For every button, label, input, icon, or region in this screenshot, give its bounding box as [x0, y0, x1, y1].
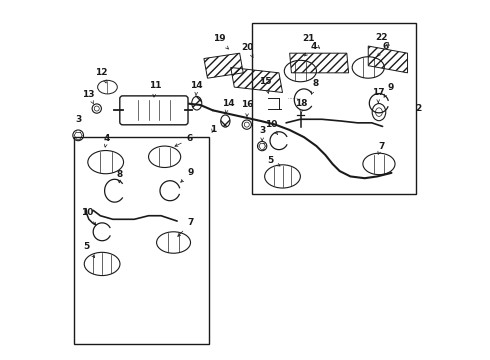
Text: 3: 3	[75, 115, 81, 124]
Text: 6: 6	[175, 134, 193, 146]
Text: 8: 8	[116, 170, 122, 183]
Text: 12: 12	[95, 68, 108, 83]
Text: 15: 15	[260, 77, 272, 93]
Text: 20: 20	[242, 43, 254, 58]
Text: 11: 11	[149, 81, 161, 97]
Text: 14: 14	[191, 81, 203, 95]
Text: 8: 8	[311, 79, 319, 94]
Text: 14: 14	[221, 99, 234, 113]
Text: 17: 17	[372, 88, 385, 103]
Text: 10: 10	[265, 120, 277, 134]
Bar	[74, 137, 209, 344]
Text: 21: 21	[302, 35, 319, 48]
Text: 5: 5	[83, 242, 95, 257]
Text: 4: 4	[305, 41, 317, 56]
Text: 5: 5	[268, 156, 280, 166]
Text: 2: 2	[415, 104, 421, 113]
Text: 7: 7	[378, 141, 385, 154]
Text: 10: 10	[81, 208, 96, 225]
Text: 19: 19	[213, 35, 228, 49]
Text: 1: 1	[210, 126, 216, 135]
FancyBboxPatch shape	[120, 96, 188, 125]
Text: 18: 18	[295, 99, 308, 113]
Text: 6: 6	[378, 41, 389, 56]
Text: 4: 4	[103, 134, 110, 147]
Text: 7: 7	[178, 219, 194, 237]
Text: 22: 22	[375, 33, 389, 45]
Text: 3: 3	[259, 126, 265, 141]
Bar	[252, 23, 416, 194]
Text: 9: 9	[181, 168, 194, 182]
Text: 16: 16	[241, 100, 254, 116]
Text: 9: 9	[384, 83, 394, 97]
Text: 13: 13	[82, 90, 95, 104]
